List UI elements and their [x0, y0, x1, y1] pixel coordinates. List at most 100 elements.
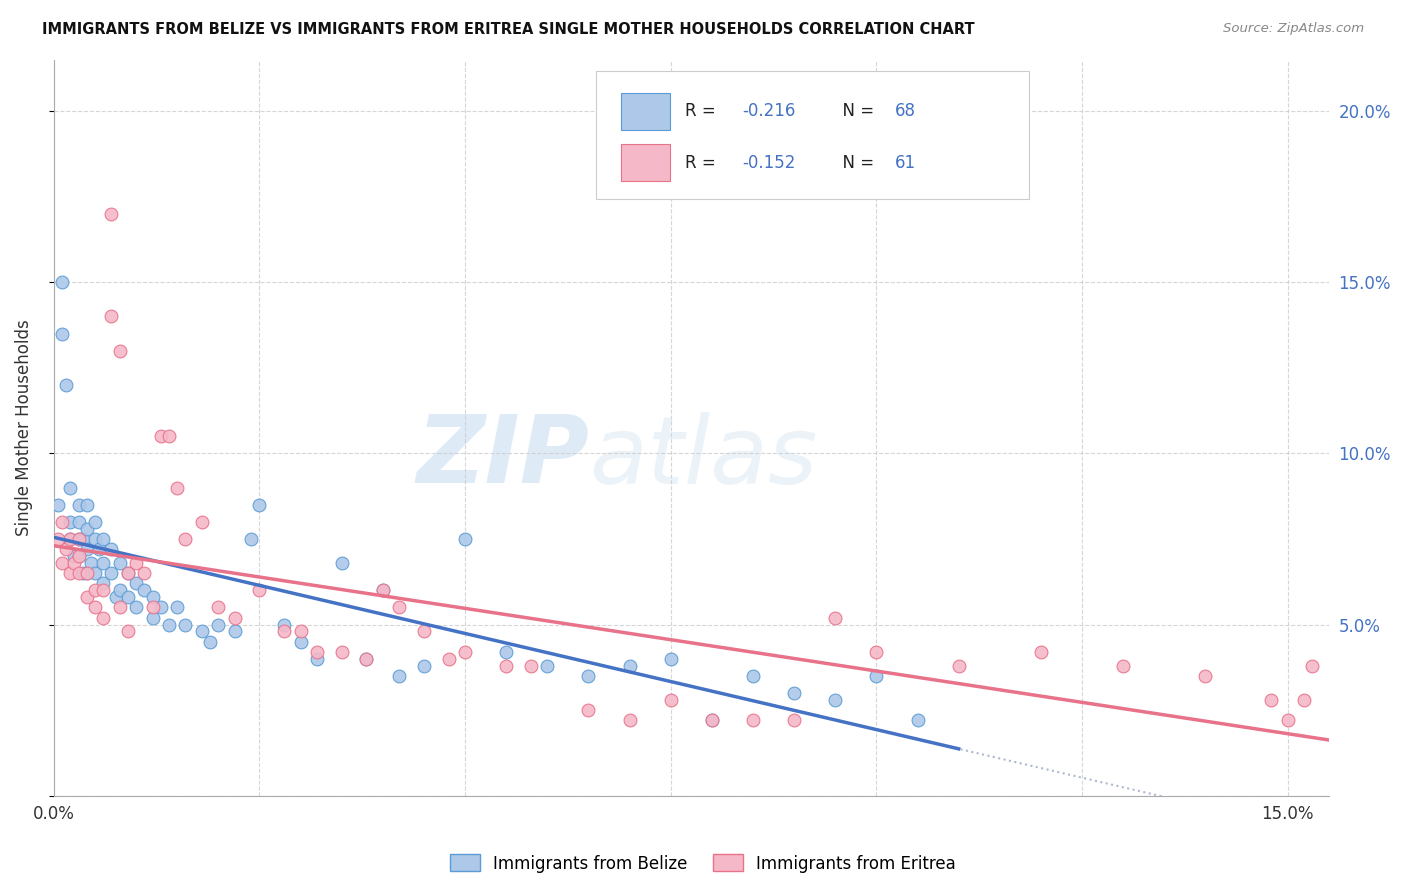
Point	[84, 600, 107, 615]
Point	[100, 207, 122, 221]
Point	[67, 515, 90, 529]
Point	[76, 566, 98, 581]
Point	[141, 611, 163, 625]
Point	[157, 429, 180, 443]
Point	[63, 549, 86, 563]
Point	[59, 481, 82, 495]
Point	[76, 590, 98, 604]
Legend: Immigrants from Belize, Immigrants from Eritrea: Immigrants from Belize, Immigrants from …	[443, 847, 963, 880]
Point	[1294, 693, 1316, 707]
Text: N =: N =	[831, 153, 879, 171]
Point	[67, 532, 90, 546]
Point	[619, 658, 641, 673]
Text: R =: R =	[685, 153, 721, 171]
Point	[157, 617, 180, 632]
Point	[55, 542, 77, 557]
Point	[742, 669, 765, 683]
Point	[67, 549, 90, 563]
Point	[59, 515, 82, 529]
Point	[174, 617, 197, 632]
Point	[273, 617, 295, 632]
Point	[191, 515, 214, 529]
Point	[356, 652, 378, 666]
Point	[536, 658, 558, 673]
Point	[72, 566, 94, 581]
Point	[84, 566, 107, 581]
Point	[84, 532, 107, 546]
Point	[330, 556, 353, 570]
Point	[198, 634, 221, 648]
Text: -0.152: -0.152	[742, 153, 796, 171]
Point	[166, 481, 188, 495]
Point	[454, 532, 477, 546]
Point	[104, 590, 127, 604]
Point	[224, 611, 246, 625]
Point	[174, 532, 197, 546]
Y-axis label: Single Mother Households: Single Mother Households	[15, 319, 32, 536]
Point	[907, 714, 929, 728]
Point	[51, 515, 73, 529]
Text: N =: N =	[831, 102, 879, 120]
Point	[76, 542, 98, 557]
Point	[91, 532, 114, 546]
Point	[91, 556, 114, 570]
Point	[191, 624, 214, 639]
Text: IMMIGRANTS FROM BELIZE VS IMMIGRANTS FROM ERITREA SINGLE MOTHER HOUSEHOLDS CORRE: IMMIGRANTS FROM BELIZE VS IMMIGRANTS FRO…	[42, 22, 974, 37]
FancyBboxPatch shape	[596, 70, 1029, 200]
Point	[51, 556, 73, 570]
Point	[619, 714, 641, 728]
Point	[63, 556, 86, 570]
Point	[55, 377, 77, 392]
Text: R =: R =	[685, 102, 721, 120]
Point	[117, 590, 139, 604]
Point	[100, 566, 122, 581]
Text: -0.216: -0.216	[742, 102, 796, 120]
Point	[224, 624, 246, 639]
Point	[356, 652, 378, 666]
Point	[1260, 693, 1282, 707]
Point	[108, 343, 131, 358]
Point	[742, 714, 765, 728]
Point	[371, 583, 394, 598]
Point	[388, 600, 411, 615]
Point	[948, 658, 970, 673]
Point	[125, 600, 148, 615]
Point	[659, 652, 682, 666]
Point	[87, 542, 110, 557]
Point	[454, 645, 477, 659]
Point	[51, 275, 73, 289]
Point	[67, 566, 90, 581]
Point	[108, 583, 131, 598]
Point	[437, 652, 460, 666]
Text: atlas: atlas	[589, 411, 817, 502]
Point	[46, 498, 69, 512]
Point	[520, 658, 543, 673]
Point	[249, 498, 271, 512]
Point	[51, 326, 73, 341]
Point	[659, 693, 682, 707]
Point	[495, 645, 517, 659]
Point	[84, 583, 107, 598]
Point	[80, 556, 103, 570]
Text: Source: ZipAtlas.com: Source: ZipAtlas.com	[1223, 22, 1364, 36]
Point	[207, 600, 229, 615]
Point	[700, 714, 723, 728]
Point	[388, 669, 411, 683]
Point	[91, 583, 114, 598]
Point	[166, 600, 188, 615]
Point	[141, 590, 163, 604]
Point	[59, 532, 82, 546]
Point	[290, 634, 312, 648]
Point	[273, 624, 295, 639]
Point	[249, 583, 271, 598]
Point	[305, 645, 328, 659]
Point	[76, 522, 98, 536]
Point	[824, 611, 846, 625]
Point	[117, 566, 139, 581]
Point	[100, 542, 122, 557]
Point	[141, 600, 163, 615]
Point	[125, 556, 148, 570]
Point	[125, 576, 148, 591]
Point	[578, 703, 600, 717]
Point	[84, 515, 107, 529]
